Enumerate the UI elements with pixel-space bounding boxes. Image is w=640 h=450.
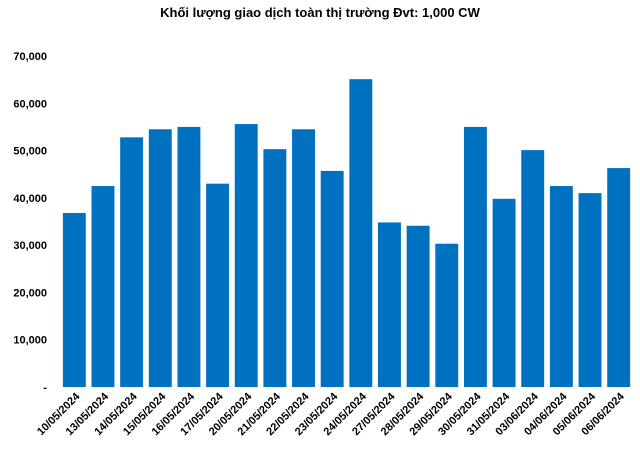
bar — [521, 150, 545, 387]
bar — [492, 198, 516, 387]
bars — [62, 79, 631, 388]
y-axis: - 10,000 20,000 30,000 40,000 50,000 60,000 70,… — [13, 51, 47, 394]
x-axis: 10/05/202413/05/202414/05/202415/05/2024… — [35, 390, 627, 438]
bar — [406, 225, 430, 387]
bar — [435, 243, 459, 387]
y-tick-label: 50,000 — [13, 146, 47, 158]
bar — [206, 183, 230, 387]
bar — [148, 129, 172, 388]
bar — [320, 170, 344, 387]
bar — [549, 186, 573, 387]
y-tick-label: 20,000 — [13, 287, 47, 299]
bar — [263, 149, 287, 387]
bar — [578, 193, 602, 387]
y-tick-label: 60,000 — [13, 98, 47, 110]
bar — [607, 168, 631, 387]
y-tick-label: 30,000 — [13, 240, 47, 252]
bar — [91, 186, 115, 387]
y-tick-label: - — [43, 382, 47, 394]
bar — [120, 137, 144, 387]
bar — [349, 79, 373, 388]
bar — [62, 212, 86, 387]
bar — [292, 129, 315, 388]
bar — [463, 126, 487, 388]
chart-title: Khối lượng giao dịch toàn thị trường Đvt… — [160, 5, 480, 20]
bar — [177, 126, 201, 388]
bar — [234, 124, 258, 387]
y-tick-label: 70,000 — [13, 51, 47, 63]
y-tick-label: 40,000 — [13, 193, 47, 205]
bar — [378, 222, 401, 387]
y-tick-label: 10,000 — [13, 335, 47, 347]
